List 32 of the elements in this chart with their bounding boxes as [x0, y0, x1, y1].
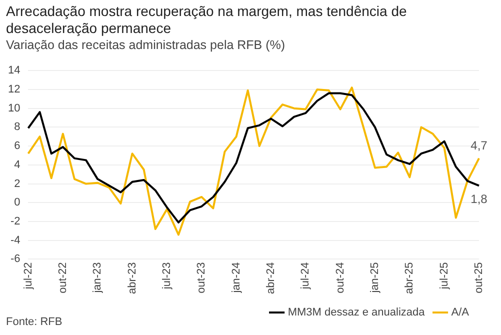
x-tick-label: out-24 — [334, 262, 346, 294]
y-tick-label: -2 — [10, 216, 20, 228]
legend-label: MM3M dessaz e anualizada — [288, 306, 426, 319]
y-tick-label: 0 — [14, 196, 20, 209]
x-tick-label: abr-24 — [264, 262, 277, 294]
y-tick-label: 4 — [14, 158, 20, 171]
y-tick-label: 10 — [8, 102, 20, 114]
y-tick-label: -6 — [10, 253, 20, 266]
source-note: Fonte: RFB — [6, 316, 62, 328]
x-tick-label: out-22 — [56, 262, 69, 294]
y-tick-label: 2 — [14, 178, 20, 190]
x-tick-label: out-23 — [196, 262, 208, 294]
x-tick-label: jul-22 — [22, 262, 34, 290]
y-tick-label: 12 — [8, 83, 20, 96]
y-tick-label: 6 — [14, 140, 20, 152]
x-tick-label: abr-25 — [404, 262, 416, 294]
x-tick-label: jul-23 — [160, 262, 173, 290]
data-label: 4,7 — [470, 138, 488, 153]
x-tick-label: jul-24 — [300, 262, 312, 290]
chart-subtitle: Variação das receitas administradas pela RFB (%) — [6, 38, 286, 52]
y-tick-label: 14 — [8, 64, 20, 77]
x-tick-label: abr-23 — [126, 262, 138, 294]
x-tick-label: jan-24 — [230, 262, 242, 294]
x-tick-label: jan-25 — [369, 262, 382, 294]
legend-label: A/A — [451, 306, 470, 319]
x-tick-label: jan-23 — [92, 262, 104, 294]
data-label: 1,8 — [470, 192, 488, 206]
x-tick-label: jul-25 — [438, 262, 450, 290]
y-tick-label: 8 — [14, 121, 20, 134]
chart-title: Arrecadação mostra recuperação na margem, mas tendência de desaceleração permanece — [6, 3, 408, 37]
x-tick-label: out-25 — [473, 262, 486, 294]
y-tick-label: -4 — [10, 234, 20, 246]
